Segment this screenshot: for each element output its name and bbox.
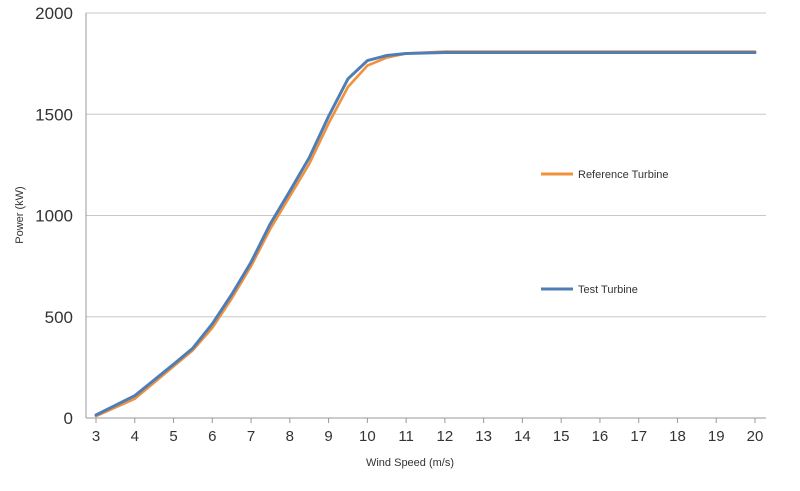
x-tick-label-9: 9 bbox=[324, 428, 332, 445]
x-tick-label-7: 7 bbox=[247, 428, 255, 445]
x-tick-label-5: 5 bbox=[169, 428, 177, 445]
series-line-reference-turbine bbox=[94, 50, 757, 418]
legend: Reference Turbine Test Turbine bbox=[541, 169, 669, 296]
gridlines bbox=[86, 12, 766, 318]
x-axis-title: Wind Speed (m/s) bbox=[366, 457, 454, 469]
legend-item-test-turbine: Test Turbine bbox=[541, 284, 638, 296]
y-tick-label-0: 0 bbox=[64, 409, 73, 428]
x-tick-label-13: 13 bbox=[475, 428, 492, 445]
x-tick-label-10: 10 bbox=[359, 428, 376, 445]
x-tick-label-16: 16 bbox=[592, 428, 609, 445]
x-tick-label-12: 12 bbox=[437, 428, 454, 445]
x-tick-label-17: 17 bbox=[630, 428, 647, 445]
tick-labels: 0 500 1000 1500 2000 3 4 5 6 7 8 9 10 11 12 13 14 15 16 17 1… bbox=[35, 4, 763, 445]
x-tick-label-20: 20 bbox=[747, 428, 764, 445]
x-tick-label-11: 11 bbox=[398, 428, 414, 445]
x-tick-label-19: 19 bbox=[708, 428, 725, 445]
legend-item-reference-turbine: Reference Turbine bbox=[541, 169, 669, 181]
y-axis-title: Power (kW) bbox=[14, 186, 26, 243]
y-tick-label-500: 500 bbox=[45, 308, 73, 327]
y-tick-label-1000: 1000 bbox=[35, 207, 73, 226]
legend-label-reference-turbine: Reference Turbine bbox=[578, 169, 669, 181]
legend-label-test-turbine: Test Turbine bbox=[578, 284, 638, 296]
axes bbox=[85, 13, 766, 423]
x-tick-label-15: 15 bbox=[553, 428, 570, 445]
series-lines bbox=[94, 50, 757, 418]
x-tick-label-4: 4 bbox=[131, 428, 139, 445]
y-tick-label-2000: 2000 bbox=[35, 4, 73, 23]
x-tick-label-18: 18 bbox=[669, 428, 686, 445]
x-tick-label-3: 3 bbox=[92, 428, 100, 445]
x-tick-label-8: 8 bbox=[286, 428, 294, 445]
x-tick-label-6: 6 bbox=[208, 428, 216, 445]
series-line-test-turbine bbox=[94, 51, 757, 417]
x-tick-label-14: 14 bbox=[514, 428, 531, 445]
y-tick-label-1500: 1500 bbox=[35, 105, 73, 124]
